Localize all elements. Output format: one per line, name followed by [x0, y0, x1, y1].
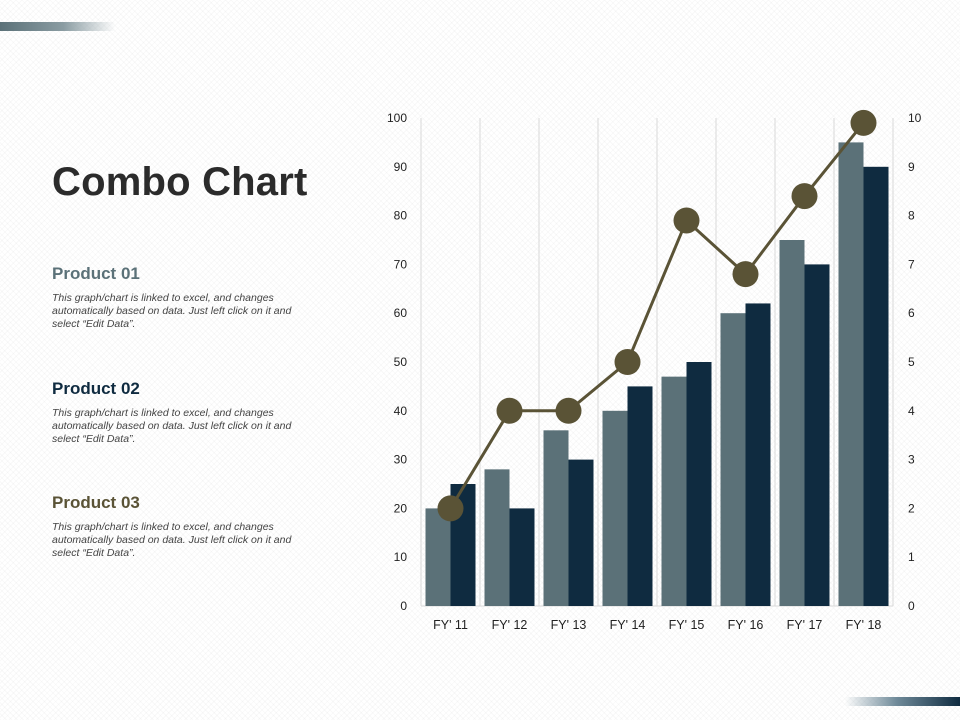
x-tick-label: FY' 16 — [728, 618, 764, 632]
bar — [686, 362, 712, 606]
bar — [661, 376, 687, 606]
bar — [745, 303, 771, 606]
y-right-tick-label: 9 — [908, 160, 915, 174]
y-right-tick-label: 2 — [908, 501, 915, 515]
x-tick-label: FY' 12 — [492, 618, 528, 632]
product-title: Product 01 — [52, 264, 140, 283]
line-point — [437, 495, 464, 522]
bar — [863, 166, 889, 607]
bar — [425, 508, 451, 606]
line-point — [673, 207, 700, 234]
x-tick-label: FY' 17 — [787, 618, 823, 632]
y-left-tick-label: 0 — [400, 599, 407, 613]
y-left-tick-label: 80 — [394, 209, 408, 223]
bar — [568, 459, 594, 606]
product-block-03: Product 03 This graph/chart is linked to… — [52, 493, 292, 560]
line-point — [614, 349, 641, 375]
product-block-02: Product 02 This graph/chart is linked to… — [52, 379, 292, 446]
x-tick-label: FY' 14 — [610, 618, 646, 632]
bar — [720, 313, 746, 606]
bar — [627, 386, 653, 606]
y-right-tick-label: 10 — [908, 111, 922, 125]
y-left-tick-label: 30 — [394, 453, 408, 467]
x-tick-label: FY' 15 — [669, 618, 705, 632]
line-point — [732, 261, 759, 288]
y-left-tick-label: 10 — [394, 550, 408, 564]
y-left-tick-label: 100 — [387, 111, 407, 125]
y-right-tick-label: 3 — [908, 453, 915, 467]
line-point — [791, 183, 818, 210]
y-left-tick-label: 50 — [394, 355, 408, 369]
y-left-tick-label: 90 — [394, 160, 408, 174]
product-description: This graph/chart is linked to excel, and… — [52, 407, 292, 445]
x-tick-label: FY' 18 — [846, 618, 882, 632]
y-left-tick-label: 60 — [394, 306, 408, 320]
y-right-tick-label: 1 — [908, 550, 915, 564]
product-block-01: Product 01 This graph/chart is linked to… — [52, 264, 292, 331]
bar — [484, 469, 510, 606]
y-left-tick-label: 20 — [394, 501, 408, 515]
product-title: Product 02 — [52, 379, 140, 398]
y-right-tick-label: 0 — [908, 599, 915, 613]
bar — [509, 508, 535, 606]
y-right-tick-label: 7 — [908, 257, 915, 271]
bar — [804, 264, 830, 606]
y-right-tick-label: 6 — [908, 306, 915, 320]
y-right-tick-label: 4 — [908, 404, 915, 418]
line-point — [555, 397, 582, 424]
product-title: Product 03 — [52, 493, 140, 512]
y-left-tick-label: 70 — [394, 257, 408, 271]
page-title: Combo Chart — [52, 160, 308, 204]
bar — [602, 410, 628, 606]
product-description: This graph/chart is linked to excel, and… — [52, 292, 292, 330]
bar — [838, 142, 864, 606]
line-point — [496, 397, 523, 424]
top-accent-bar — [0, 22, 115, 31]
y-right-tick-label: 8 — [908, 209, 915, 223]
bottom-accent-bar — [845, 697, 960, 706]
product-description: This graph/chart is linked to excel, and… — [52, 521, 292, 559]
x-tick-label: FY' 13 — [551, 618, 587, 632]
y-left-tick-label: 40 — [394, 404, 408, 418]
x-tick-label: FY' 11 — [433, 618, 468, 632]
line-point — [850, 109, 877, 136]
bar — [779, 240, 805, 606]
y-right-tick-label: 5 — [908, 355, 915, 369]
bar — [543, 430, 569, 606]
